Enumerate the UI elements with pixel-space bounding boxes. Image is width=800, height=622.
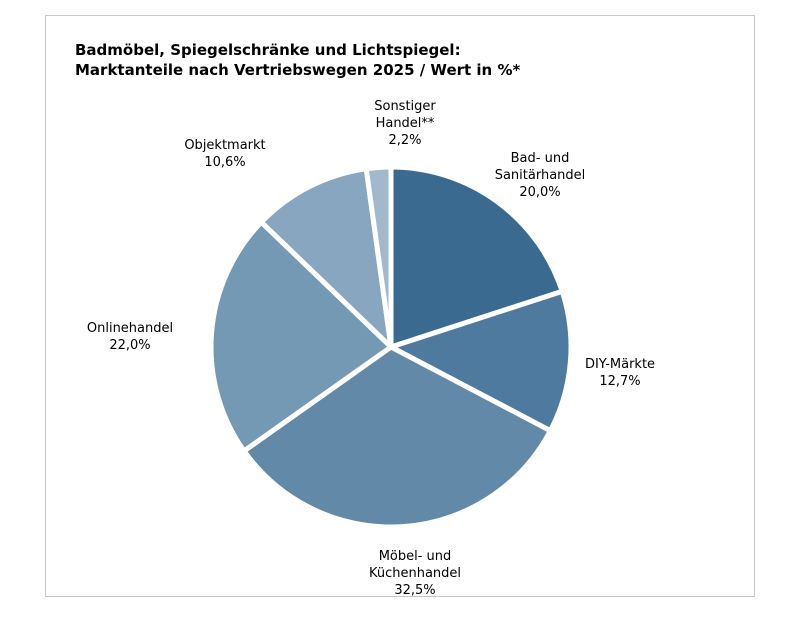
slice-label: Bad- und xyxy=(511,151,570,166)
slice-value-label: 10,6% xyxy=(204,155,245,170)
chart-title: Badmöbel, Spiegelschränke und Lichtspieg… xyxy=(75,40,520,80)
title-line-2: Marktanteile nach Vertriebswegen 2025 / … xyxy=(75,61,521,79)
slice-value-label: 32,5% xyxy=(394,583,435,598)
pie-slice xyxy=(208,219,394,454)
slice-value-label: 20,0% xyxy=(519,185,560,200)
pie-slice xyxy=(363,164,394,350)
slice-label: Sanitärhandel xyxy=(495,168,586,183)
slice-label: Handel** xyxy=(376,116,435,131)
slice-value-label: 12,7% xyxy=(599,374,640,389)
pie-slice xyxy=(388,164,565,350)
slice-label: Onlinehandel xyxy=(87,321,173,336)
slice-label: Möbel- und xyxy=(379,549,452,564)
slice-value-label: 2,2% xyxy=(388,133,421,148)
slice-label: Küchenhandel xyxy=(369,566,461,581)
pie-slice xyxy=(241,344,553,530)
slice-label: DIY-Märkte xyxy=(585,357,655,372)
slice-label: Objektmarkt xyxy=(184,138,265,153)
title-line-1: Badmöbel, Spiegelschränke und Lichtspieg… xyxy=(75,41,461,59)
chart-frame xyxy=(45,15,755,597)
pie-slice xyxy=(388,288,574,434)
pie-slice xyxy=(258,166,394,350)
slice-value-label: 22,0% xyxy=(109,338,150,353)
slice-label: Sonstiger xyxy=(374,99,436,114)
